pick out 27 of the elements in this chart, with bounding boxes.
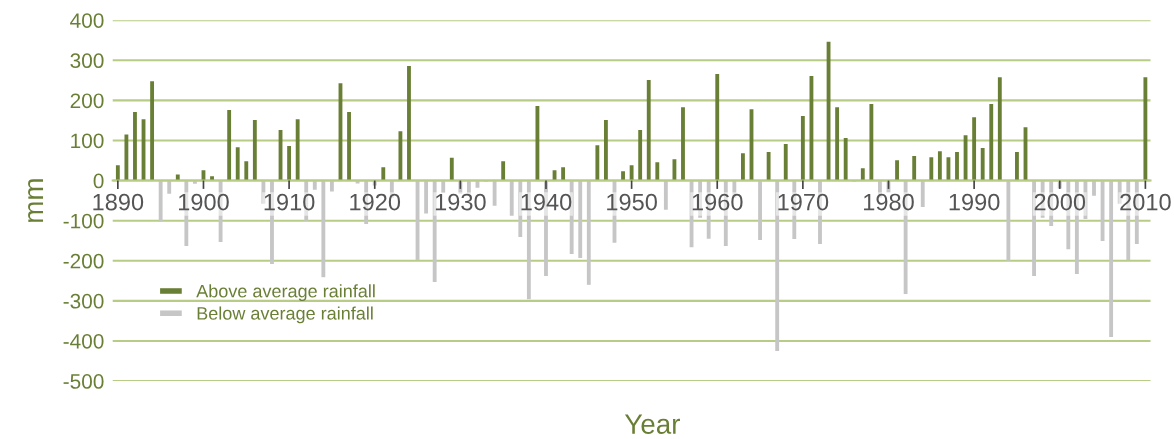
x-tick-label: 1980: [864, 193, 914, 211]
x-tick-label: 1950: [607, 193, 657, 211]
y-tick-label: 0: [93, 173, 104, 189]
legend-label: Above average rainfall: [196, 284, 375, 302]
x-tick-label: 2010: [1120, 193, 1171, 211]
x-tick-label: 1960: [692, 193, 743, 211]
x-tick-label: 1890: [93, 193, 144, 211]
x-axis-title: Year: [624, 414, 680, 434]
y-tick-label: -400: [63, 333, 104, 349]
legend-label: Below average rainfall: [197, 306, 373, 324]
y-tick-label: -100: [63, 213, 104, 229]
x-tick-label: 1920: [350, 193, 401, 211]
x-tick-label: 1940: [521, 193, 572, 211]
x-tick-label: 1990: [949, 193, 1000, 211]
x-tick-label: 1930: [435, 193, 486, 211]
x-tick-label: 1970: [778, 193, 829, 211]
y-tick-label: -500: [63, 374, 104, 389]
y-tick-label: -300: [63, 293, 104, 309]
y-tick-label: 100: [71, 133, 104, 149]
y-tick-label: 300: [70, 53, 104, 69]
x-tick-label: 1910: [264, 193, 315, 211]
y-tick-label: -200: [63, 253, 104, 269]
y-axis-title: mm: [28, 179, 44, 222]
y-tick-label: 200: [70, 93, 104, 109]
y-tick-label: 400: [70, 13, 104, 28]
x-tick-label: 2000: [1034, 193, 1086, 211]
x-tick-label: 1900: [179, 193, 229, 211]
